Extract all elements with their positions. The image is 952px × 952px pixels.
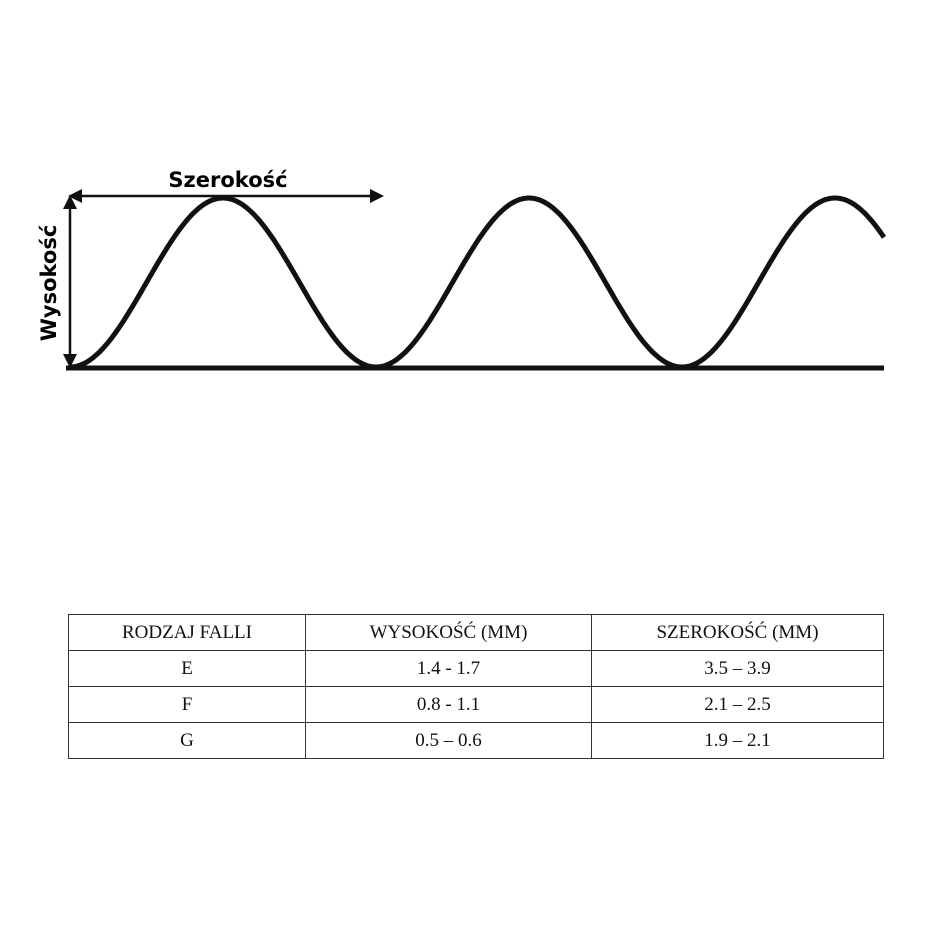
wave-curve — [69, 195, 887, 370]
cell-flute-type: G — [68, 722, 306, 759]
header-width: SZEROKOŚĆ (MM) — [591, 614, 884, 651]
height-arrow-top-head — [63, 195, 77, 209]
cell-flute-type: E — [68, 650, 306, 687]
table-row: G 0.5 – 0.6 1.9 – 2.1 — [68, 722, 884, 759]
table-row: F 0.8 - 1.1 2.1 – 2.5 — [68, 686, 884, 723]
cell-height: 0.5 – 0.6 — [305, 722, 592, 759]
width-arrow-left-head — [68, 189, 82, 203]
table-header-row: RODZAJ FALLI WYSOKOŚĆ (MM) SZEROKOŚĆ (MM… — [68, 614, 884, 651]
header-height: WYSOKOŚĆ (MM) — [305, 614, 592, 651]
cell-flute-type: F — [68, 686, 306, 723]
height-arrow-bottom-head — [63, 354, 77, 368]
header-flute-type: RODZAJ FALLI — [68, 614, 306, 651]
cell-height: 1.4 - 1.7 — [305, 650, 592, 687]
cell-width: 3.5 – 3.9 — [591, 650, 884, 687]
width-arrow-right-head — [370, 189, 384, 203]
cell-height: 0.8 - 1.1 — [305, 686, 592, 723]
flute-spec-table: RODZAJ FALLI WYSOKOŚĆ (MM) SZEROKOŚĆ (MM… — [68, 614, 884, 759]
height-label: Wysokość — [37, 225, 61, 342]
table-row: E 1.4 - 1.7 3.5 – 3.9 — [68, 650, 884, 687]
width-label: Szerokość — [168, 168, 287, 192]
corrugation-wave-diagram: Szerokość Wysokość — [37, 168, 887, 371]
cell-width: 1.9 – 2.1 — [591, 722, 884, 759]
cell-width: 2.1 – 2.5 — [591, 686, 884, 723]
